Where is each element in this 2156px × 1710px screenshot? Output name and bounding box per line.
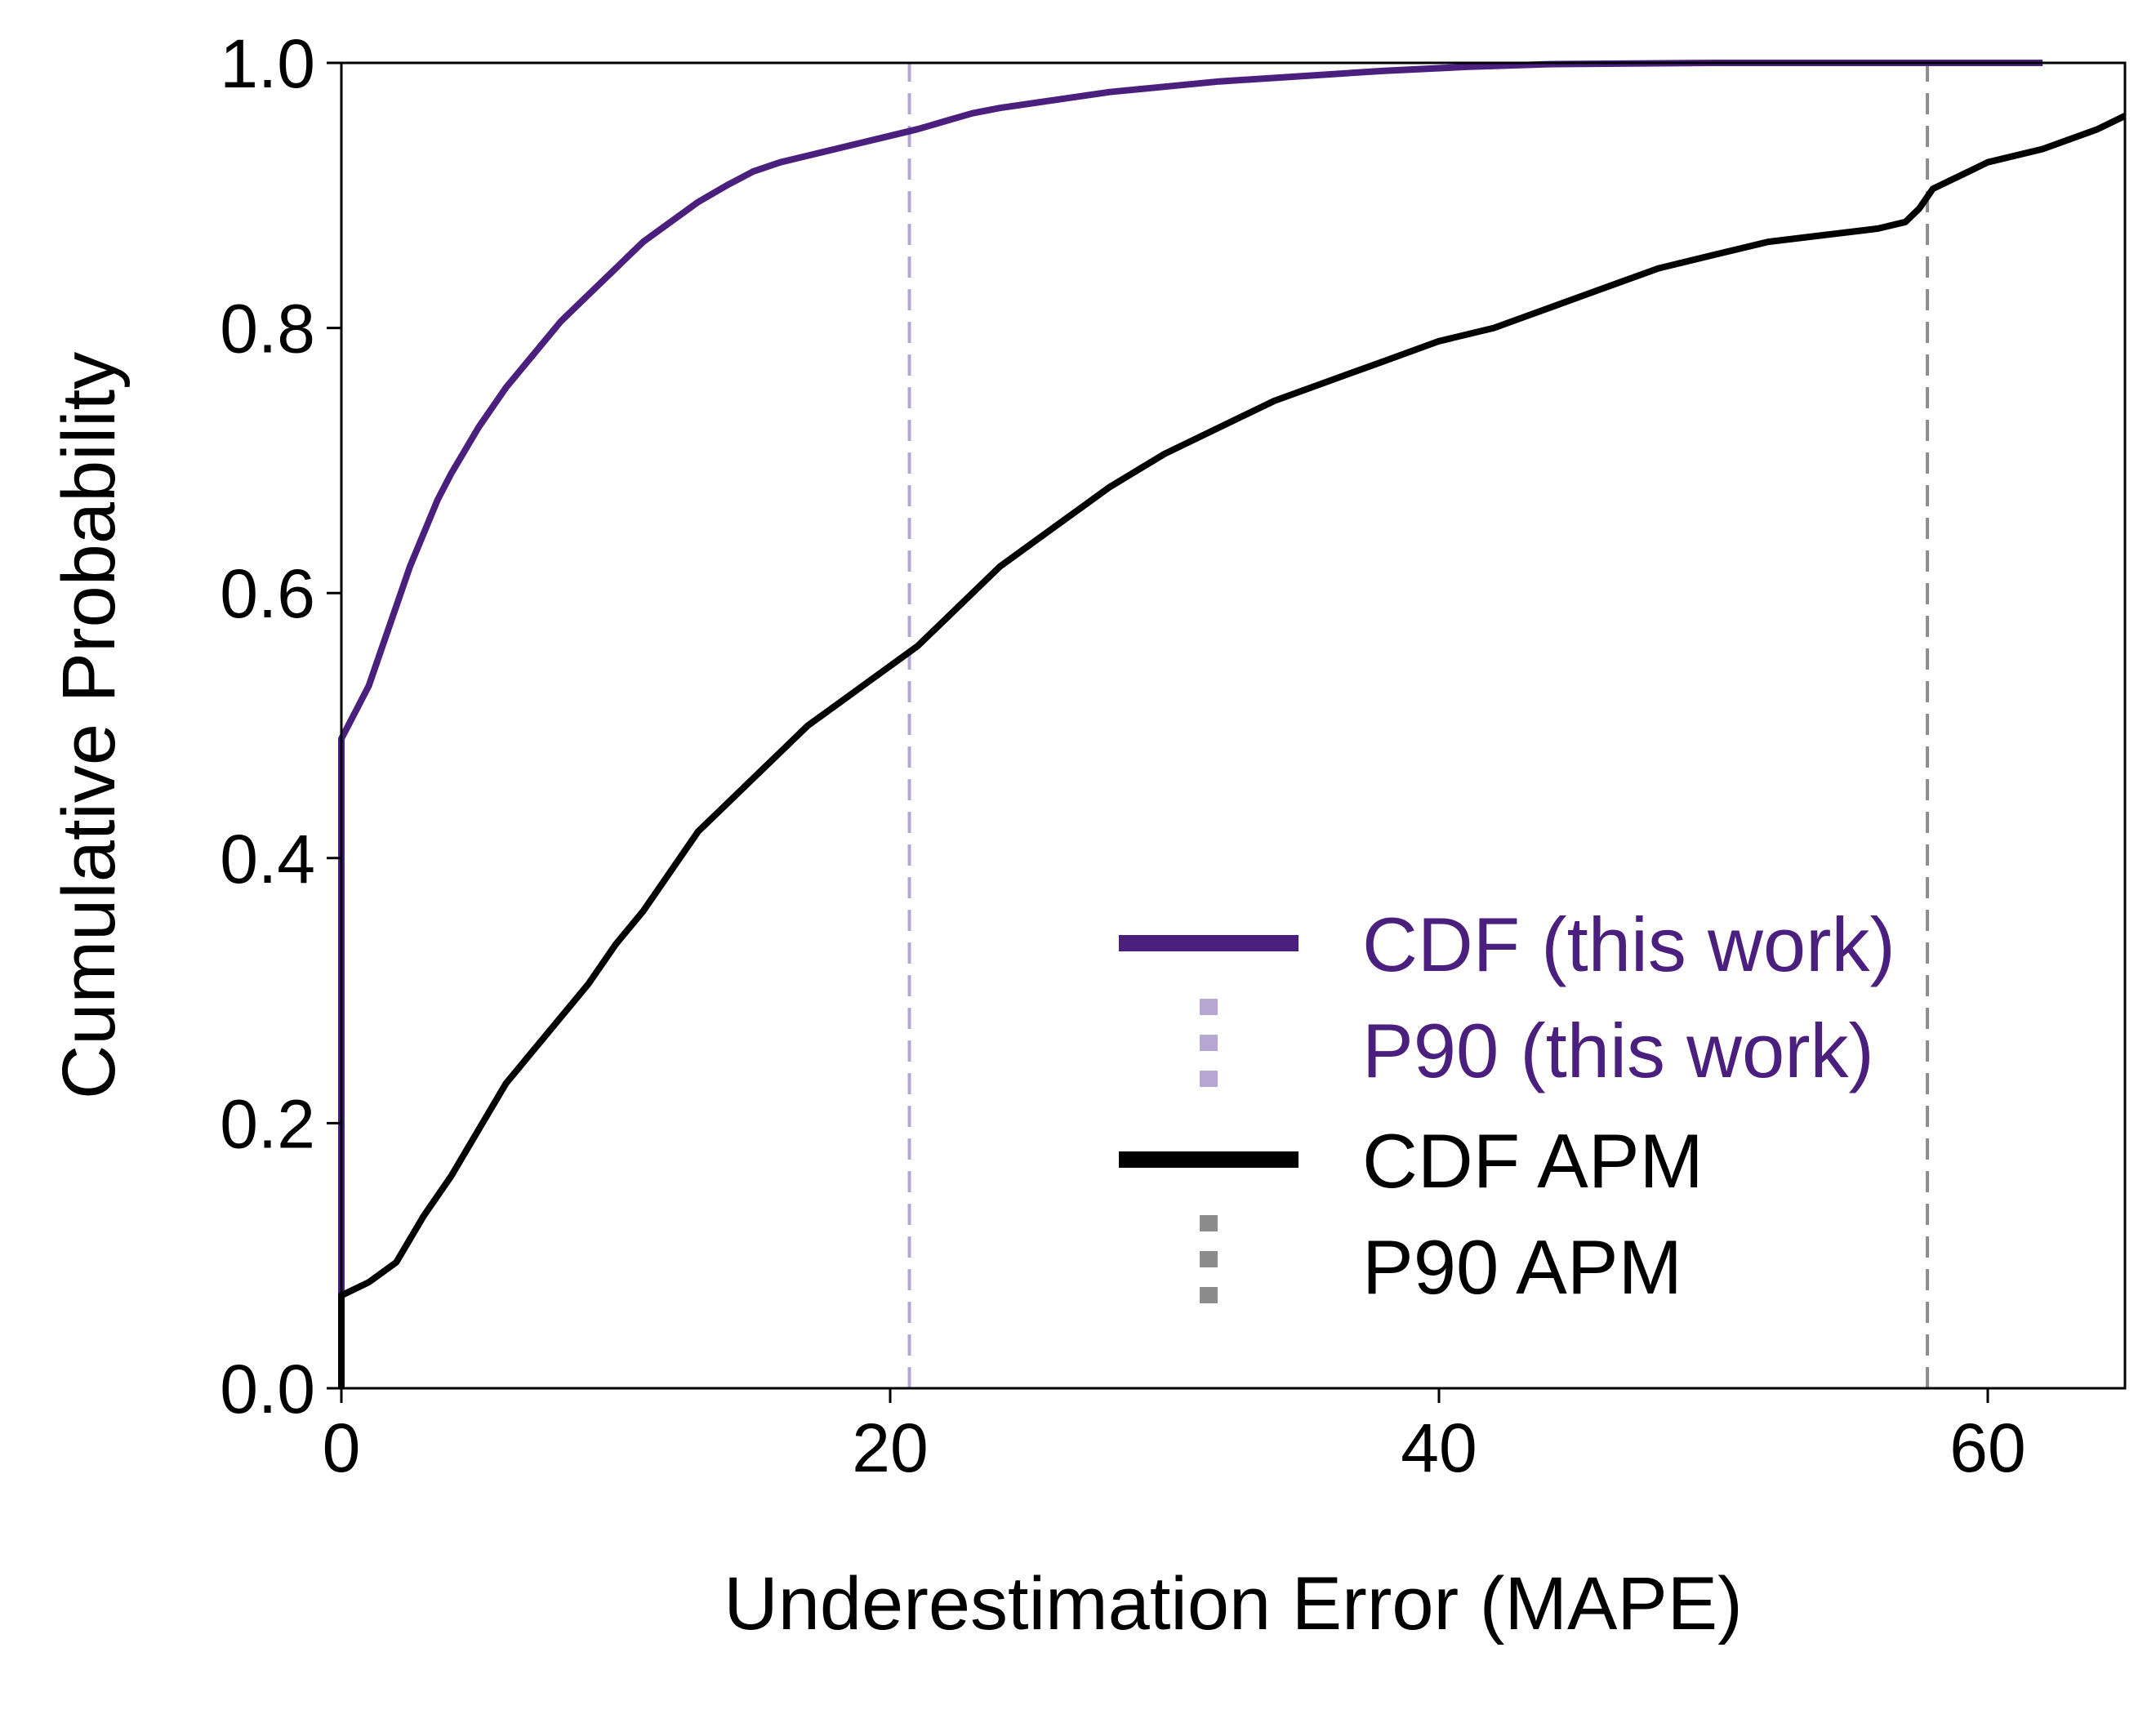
y-tick-label: 0.2	[220, 1085, 315, 1162]
plot-area	[338, 60, 2127, 1388]
x-tick-label: 40	[1401, 1409, 1477, 1486]
x-tick-label: 0	[323, 1409, 361, 1486]
y-axis: 0.0 0.2 0.4 0.6 0.8 1.0	[220, 25, 341, 1427]
plot-frame	[340, 61, 2127, 1390]
legend-label-p90-apm: P90 APM	[1362, 1224, 1682, 1310]
x-axis-label: Underestimation Error (MAPE)	[724, 1562, 1742, 1645]
y-tick-label: 0.4	[220, 821, 315, 897]
series-line-cdf-apm	[338, 113, 2127, 1388]
x-tick-label: 60	[1949, 1409, 2025, 1486]
legend-label-cdf-apm: CDF APM	[1362, 1118, 1704, 1204]
legend: CDF (this work) P90 (this work) CDF APM P90…	[1119, 902, 1895, 1316]
x-axis: 0 20 40 60	[323, 1388, 2026, 1486]
series-line-cdf-this-work	[338, 60, 2043, 1388]
y-axis-label: Cumulative Probability	[47, 352, 131, 1099]
y-tick-label: 0.0	[220, 1351, 315, 1427]
x-tick-label: 20	[852, 1409, 928, 1486]
legend-label-cdf-this-work: CDF (this work)	[1362, 902, 1895, 987]
y-tick-label: 1.0	[220, 25, 315, 102]
y-tick-label: 0.6	[220, 555, 315, 632]
y-tick-label: 0.8	[220, 291, 315, 367]
legend-label-p90-this-work: P90 (this work)	[1362, 1008, 1874, 1093]
